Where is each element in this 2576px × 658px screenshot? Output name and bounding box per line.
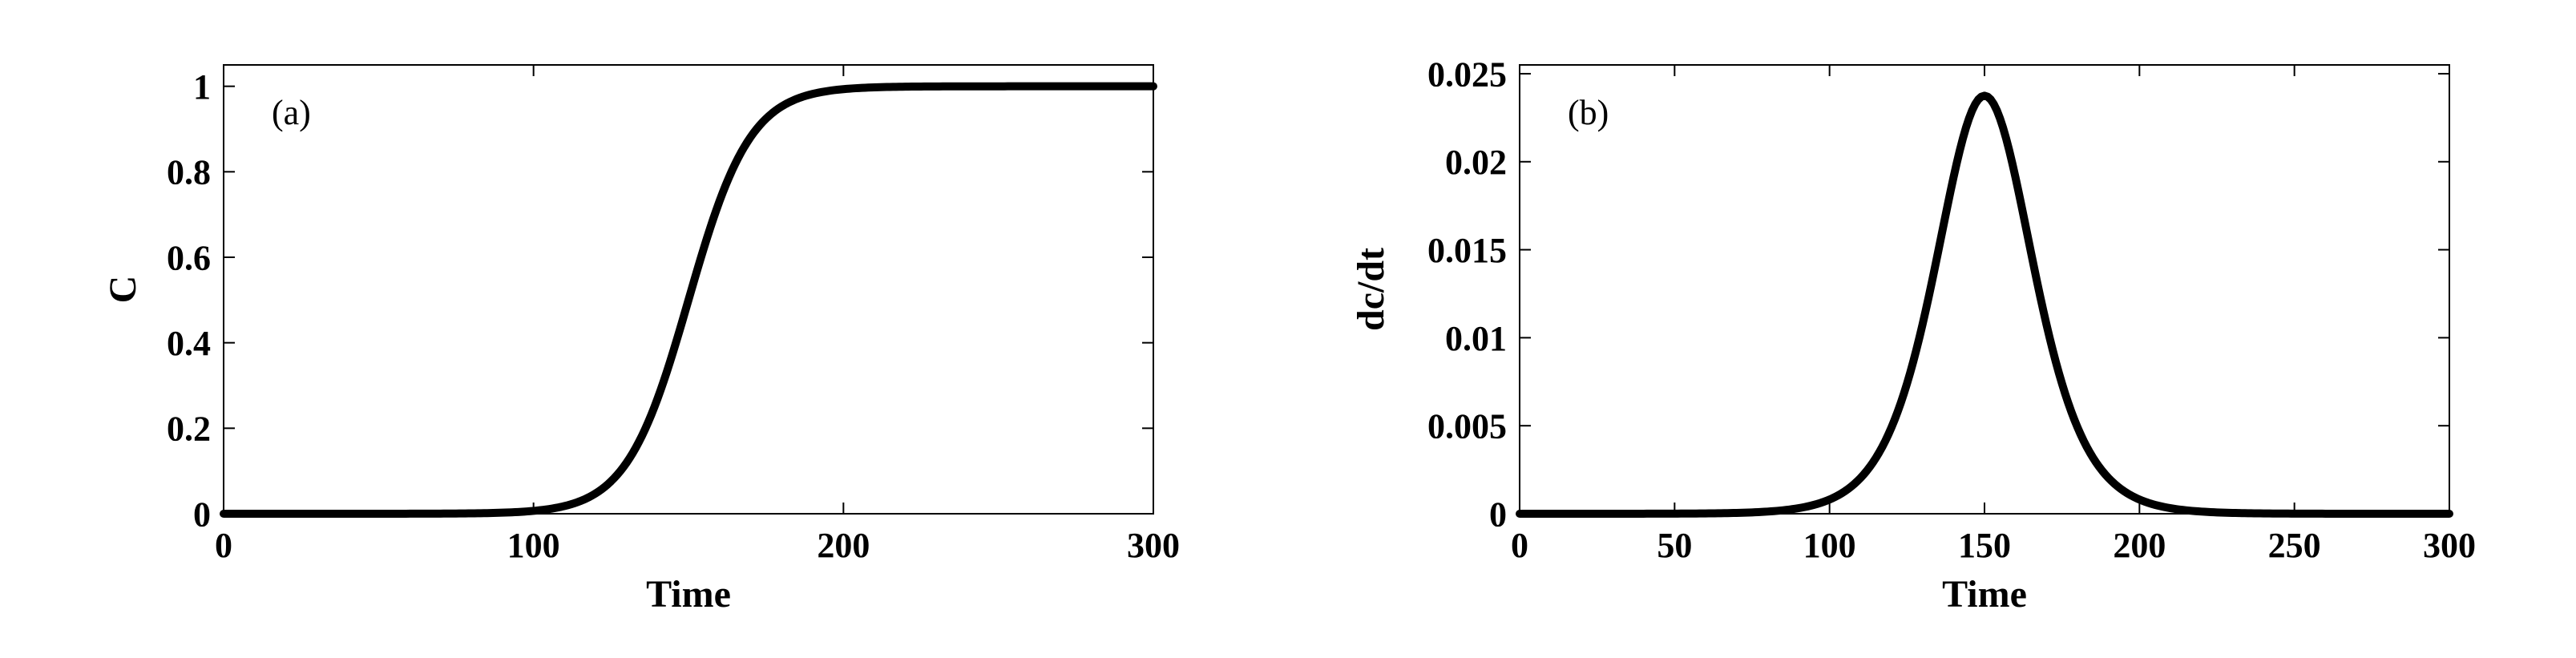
data-line <box>224 86 1153 513</box>
chart-b-svg: 0 50 100 150 200 250 300 0 0.005 0.01 0.015 0.02 0.0… <box>1343 33 2481 626</box>
x-tick-label: 250 <box>2267 526 2320 565</box>
x-tick-label: 200 <box>2113 526 2166 565</box>
data-line <box>1520 95 2449 514</box>
y-tick-label: 0.01 <box>1445 318 1507 357</box>
x-tick-label: 200 <box>817 526 870 565</box>
panel-label: (a) <box>272 93 311 132</box>
x-tick-label: 300 <box>1127 526 1180 565</box>
y-tick-label: 0.8 <box>167 152 211 192</box>
x-tick-label: 150 <box>1958 526 2011 565</box>
x-tick-label: 100 <box>1803 526 1855 565</box>
y-tick-label: 0.4 <box>167 324 211 363</box>
y-tick-label: 0 <box>1489 495 1507 534</box>
x-tick-label: 300 <box>2423 526 2476 565</box>
y-tick-label: 0.02 <box>1445 143 1507 182</box>
plot-box <box>1520 65 2449 514</box>
y-axis-label: C <box>102 275 144 303</box>
y-tick-label: 0 <box>193 495 211 534</box>
chart-a-container: 0 100 200 300 0 0.2 0.4 0.6 0.8 1 Time C (a) <box>95 33 1185 626</box>
x-tick-label: 50 <box>1657 526 1692 565</box>
chart-b-container: 0 50 100 150 200 250 300 0 0.005 0.01 0.015 0.02 0.0… <box>1343 33 2481 626</box>
y-tick-label: 0.2 <box>167 409 211 448</box>
y-tick-label: 0.015 <box>1427 230 1507 269</box>
panel-label: (b) <box>1568 93 1609 132</box>
y-tick-label: 0.025 <box>1427 54 1507 94</box>
y-tick-label: 1 <box>193 67 211 107</box>
x-axis-label: Time <box>646 573 731 616</box>
x-axis-label: Time <box>1942 573 2027 616</box>
y-axis-label: dc/dt <box>1350 247 1392 330</box>
y-tick-label: 0.6 <box>167 238 211 277</box>
x-tick-label: 0 <box>1511 526 1528 565</box>
x-tick-label: 0 <box>215 526 232 565</box>
y-tick-label: 0.005 <box>1427 406 1507 446</box>
chart-a-svg: 0 100 200 300 0 0.2 0.4 0.6 0.8 1 Time C (a) <box>95 33 1185 626</box>
x-tick-label: 100 <box>507 526 559 565</box>
